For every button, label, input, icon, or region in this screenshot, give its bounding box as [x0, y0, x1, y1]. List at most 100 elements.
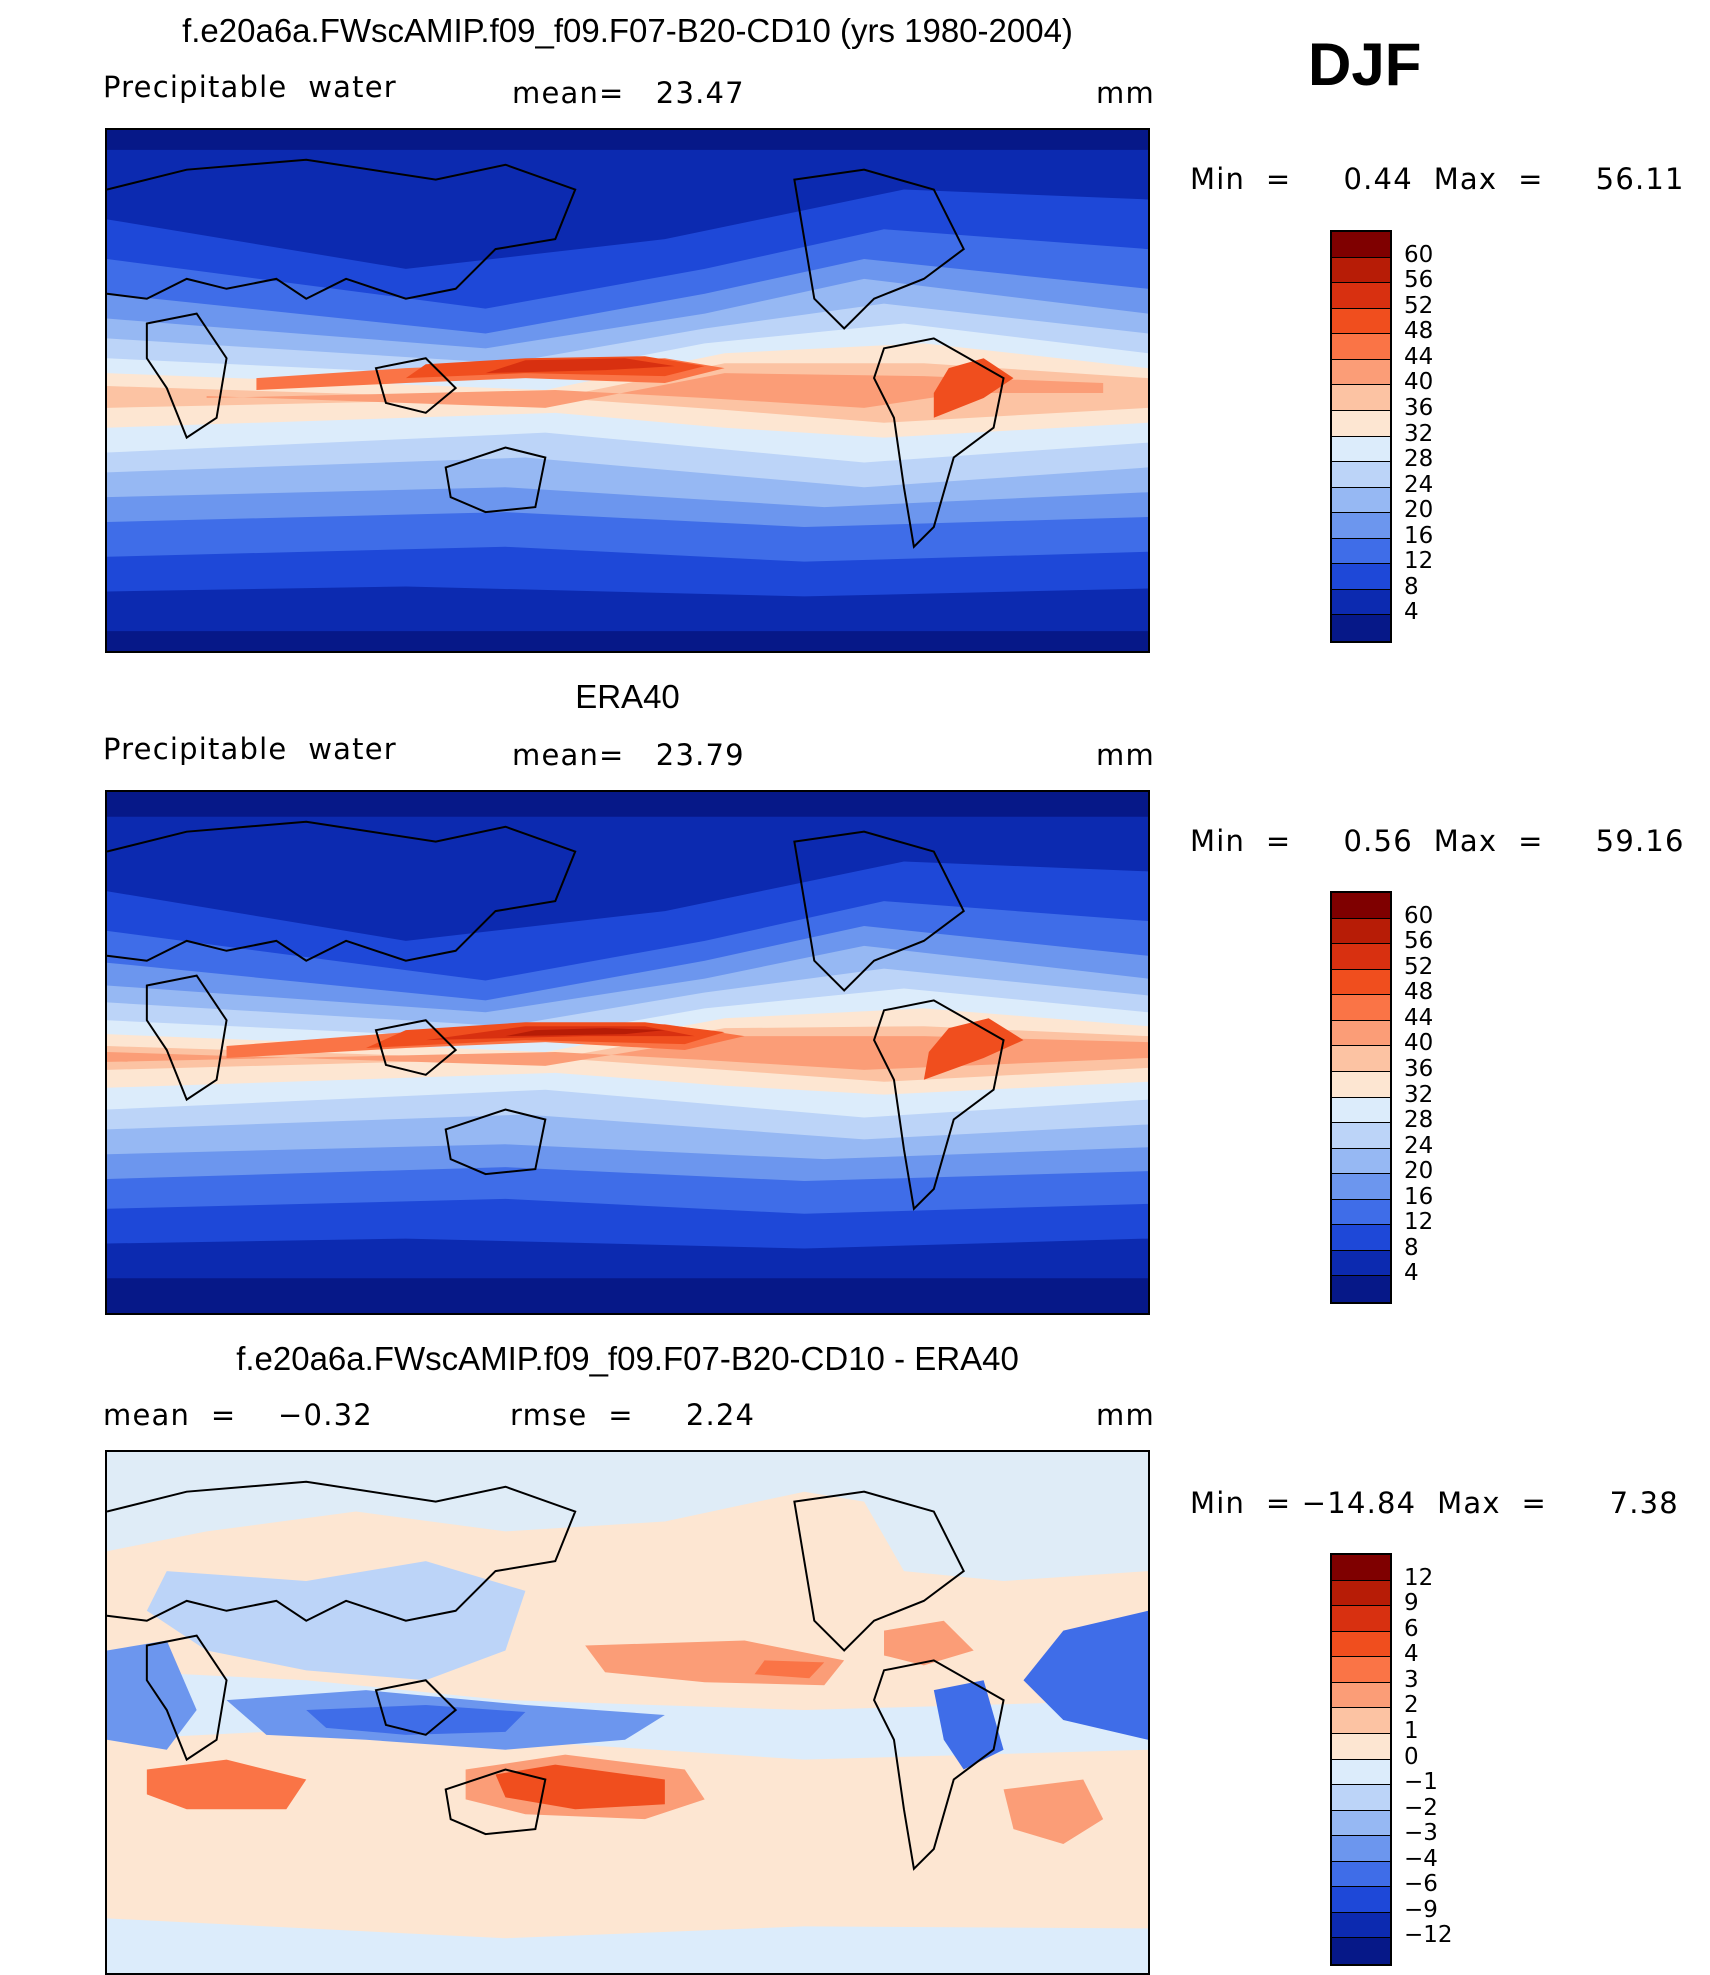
colorbar-swatch — [1332, 1631, 1390, 1658]
colorbar-tick-label: 16 — [1404, 1183, 1434, 1210]
panel-1-units-label: mm — [1096, 76, 1155, 110]
colorbar-swatch — [1332, 1912, 1390, 1939]
panel-2-map — [105, 790, 1150, 1315]
colorbar-tick-label: 52 — [1404, 292, 1434, 319]
colorbar-swatch — [1332, 1606, 1390, 1632]
panel-2-colorbar — [1330, 891, 1392, 1304]
colorbar-tick-label: 4 — [1404, 1260, 1419, 1287]
panel-2-variable-label: Precipitable water — [103, 732, 397, 766]
colorbar-swatch — [1332, 1123, 1390, 1149]
diff-band-australia-core — [495, 1764, 665, 1810]
colorbar-swatch — [1332, 436, 1390, 463]
colorbar-swatch — [1332, 1836, 1390, 1862]
panel-3-rmse-label: rmse = 2.24 — [510, 1398, 756, 1432]
colorbar-swatch — [1332, 1887, 1390, 1913]
colorbar-swatch — [1332, 334, 1390, 360]
diff-band-south-atlantic — [1003, 1779, 1104, 1844]
colorbar-swatch — [1332, 385, 1390, 411]
colorbar-tick-label: 0 — [1404, 1743, 1419, 1770]
colorbar-tick-label: −9 — [1404, 1896, 1438, 1923]
colorbar-swatch — [1332, 1785, 1390, 1811]
diff-band-asia — [146, 1561, 526, 1681]
colorbar-tick-label: 32 — [1404, 420, 1434, 447]
panel-2-units-label: mm — [1096, 738, 1155, 772]
colorbar-swatch — [1332, 359, 1390, 386]
colorbar-tick-label: −4 — [1404, 1845, 1438, 1872]
colorbar-tick-label: 1 — [1404, 1717, 1419, 1744]
panel-1-variable-label: Precipitable water — [103, 70, 397, 104]
continent-outlines — [107, 1480, 1005, 1871]
colorbar-swatch — [1332, 564, 1390, 590]
colorbar-swatch — [1332, 232, 1390, 258]
colorbar-swatch — [1332, 1276, 1390, 1302]
panel-1-minmax: Min = 0.44 Max = 56.11 — [1190, 162, 1685, 196]
colorbar-tick-label: −3 — [1404, 1820, 1438, 1847]
colorbar-tick-label: 60 — [1404, 241, 1434, 268]
colorbar-tick-label: −1 — [1404, 1769, 1438, 1796]
colorbar-swatch — [1332, 995, 1390, 1021]
panel-2-title: ERA40 — [575, 678, 680, 715]
colorbar-tick-label: 24 — [1404, 1132, 1434, 1159]
colorbar-swatch — [1332, 1682, 1390, 1709]
colorbar-swatch — [1332, 410, 1390, 437]
panel-1-map-svg — [107, 130, 1148, 651]
colorbar-tick-label: 36 — [1404, 1055, 1434, 1082]
colorbar-tick-label: 44 — [1404, 343, 1434, 370]
colorbar-swatch — [1332, 1657, 1390, 1683]
pw-band-15 — [923, 1018, 1024, 1080]
colorbar-swatch — [1332, 1555, 1390, 1581]
colorbar-swatch — [1332, 589, 1390, 616]
continent-outlines — [107, 820, 1005, 1211]
colorbar-swatch — [1332, 1250, 1390, 1277]
pw-band-10 — [107, 1036, 1148, 1070]
panel-1-title: f.e20a6a.FWscAMIP.f09_f09.F07-B20-CD10 (… — [182, 12, 1073, 49]
colorbar-tick-label: 2 — [1404, 1692, 1419, 1719]
colorbar-swatch — [1332, 513, 1390, 539]
panel-3-minmax: Min = −14.84 Max = 7.38 — [1190, 1486, 1679, 1520]
colorbar-swatch — [1332, 969, 1390, 996]
colorbar-tick-label: 28 — [1404, 1107, 1434, 1134]
colorbar-tick-label: 48 — [1404, 979, 1434, 1006]
panel-1-map — [105, 128, 1150, 653]
panel-1-mean-label: mean= 23.47 — [512, 76, 745, 110]
diff-band-indian-core — [306, 1705, 526, 1735]
panel-2-map-svg — [107, 792, 1148, 1313]
colorbar-swatch — [1332, 615, 1390, 641]
season-label: DJF — [1308, 31, 1422, 98]
colorbar-swatch — [1332, 944, 1390, 970]
colorbar-tick-label: −12 — [1404, 1922, 1453, 1949]
colorbar-swatch — [1332, 283, 1390, 309]
diff-band-atlantic-west — [1023, 1610, 1148, 1740]
colorbar-tick-label: 24 — [1404, 471, 1434, 498]
colorbar-swatch — [1332, 1046, 1390, 1072]
diff-band-africa-west — [107, 1640, 197, 1750]
colorbar-swatch — [1332, 1174, 1390, 1200]
colorbar-tick-label: 32 — [1404, 1081, 1434, 1108]
colorbar-tick-label: 9 — [1404, 1590, 1419, 1617]
colorbar-swatch — [1332, 538, 1390, 565]
diff-band-amazon — [933, 1680, 1004, 1770]
colorbar-tick-label: 56 — [1404, 928, 1434, 955]
colorbar-tick-label: 8 — [1404, 573, 1419, 600]
colorbar-tick-label: 44 — [1404, 1004, 1434, 1031]
diff-band-polar-south — [107, 1918, 1148, 1973]
colorbar-tick-label: −6 — [1404, 1871, 1438, 1898]
colorbar-swatch — [1332, 1020, 1390, 1047]
colorbar-swatch — [1332, 918, 1390, 945]
panel-3-map-svg — [107, 1452, 1148, 1973]
colorbar-tick-label: 12 — [1404, 1209, 1434, 1236]
pw-band-13 — [485, 358, 675, 374]
colorbar-swatch — [1332, 1810, 1390, 1837]
diff-band-carib — [884, 1620, 974, 1666]
colorbar-tick-label: 3 — [1404, 1666, 1419, 1693]
pw-band-10 — [206, 373, 1104, 408]
diff-band-south-africa — [146, 1759, 307, 1810]
colorbar-swatch — [1332, 1225, 1390, 1251]
colorbar-tick-label: 60 — [1404, 902, 1434, 929]
panel-3-title: f.e20a6a.FWscAMIP.f09_f09.F07-B20-CD10 -… — [236, 1340, 1019, 1377]
colorbar-swatch — [1332, 893, 1390, 919]
colorbar-swatch — [1332, 1148, 1390, 1175]
panel-2-minmax: Min = 0.56 Max = 59.16 — [1190, 824, 1685, 858]
colorbar-swatch — [1332, 1861, 1390, 1888]
continent-outlines — [107, 158, 1005, 549]
